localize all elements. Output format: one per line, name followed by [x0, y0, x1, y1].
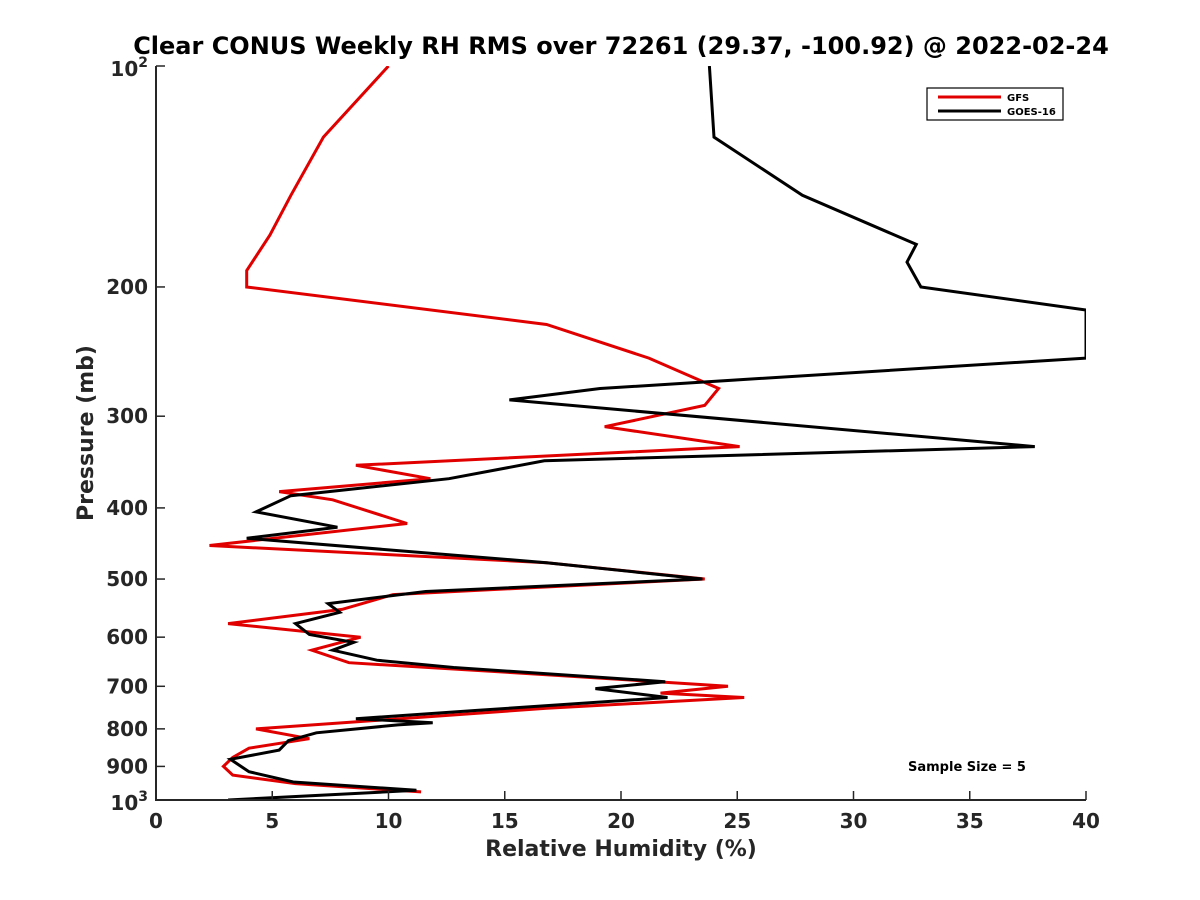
legend-label-gfs: GFS	[1007, 93, 1029, 104]
y-tick-base-0: 10	[110, 57, 138, 81]
y-tick-label-1: 200	[106, 275, 148, 299]
y-tick-label-5: 600	[106, 625, 148, 649]
y-tick-label-2: 300	[106, 404, 148, 428]
y-tick-label-9: 103	[110, 789, 148, 815]
series-line-goes-16	[226, 66, 1086, 799]
x-tick-label-0: 0	[149, 809, 163, 833]
y-tick-label-3: 400	[106, 496, 148, 520]
x-tick-label-7: 35	[956, 809, 984, 833]
y-tick-exponent-9: 3	[138, 789, 148, 805]
chart-title: Clear CONUS Weekly RH RMS over 72261 (29…	[133, 32, 1109, 60]
x-tick-label-8: 40	[1072, 809, 1100, 833]
x-axis-ticks: 0 5 10 15 20 25 30 35 40	[149, 791, 1100, 833]
y-tick-exponent-0: 2	[138, 55, 148, 71]
x-tick-label-2: 10	[375, 809, 403, 833]
y-tick-label-6: 700	[106, 674, 148, 698]
x-tick-label-6: 30	[840, 809, 868, 833]
x-axis-label: Relative Humidity (%)	[485, 837, 757, 862]
y-tick-label-7: 800	[106, 717, 148, 741]
y-tick-label-8: 900	[106, 754, 148, 778]
x-tick-label-4: 20	[607, 809, 635, 833]
y-axis-label: Pressure (mb)	[74, 345, 99, 521]
y-tick-label-0: 102	[110, 55, 148, 81]
x-tick-label-5: 25	[723, 809, 751, 833]
legend-box	[926, 87, 1064, 121]
x-tick-label-3: 15	[491, 809, 519, 833]
legend-label-goes16: GOES-16	[1007, 107, 1056, 118]
y-tick-base-9: 10	[110, 791, 138, 815]
y-tick-label-4: 500	[106, 567, 148, 591]
sample-size-annotation: Sample Size = 5	[908, 760, 1026, 775]
series-layer	[209, 66, 1086, 799]
legend: GFS GOES-16	[926, 87, 1064, 121]
x-tick-label-1: 5	[265, 809, 279, 833]
